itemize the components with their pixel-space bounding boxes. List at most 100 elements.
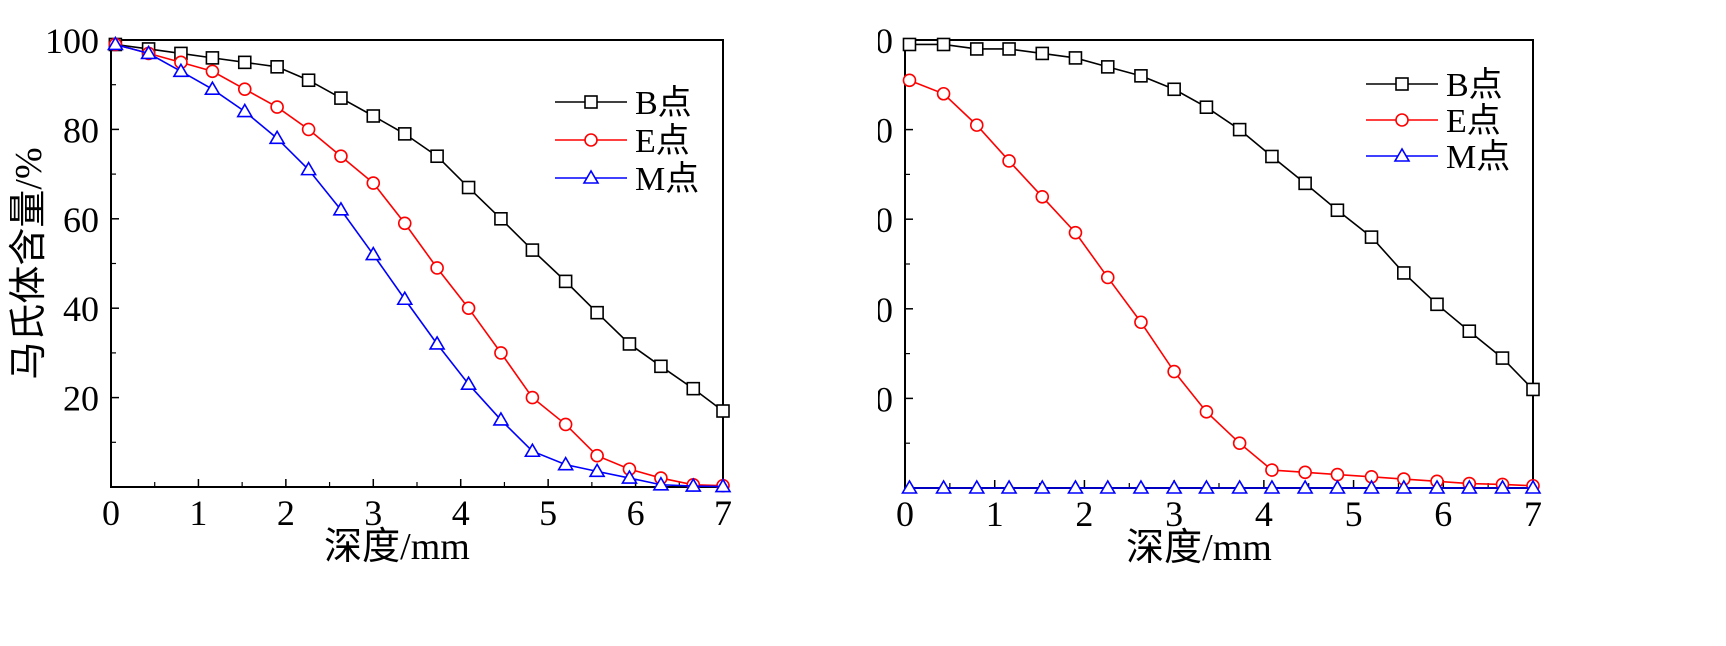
legend-marker	[1395, 113, 1409, 127]
data-point	[936, 86, 951, 101]
series-triangle	[106, 35, 732, 493]
data-point	[935, 479, 952, 494]
data-point	[1035, 46, 1050, 61]
series-circle	[108, 37, 730, 493]
data-point	[268, 129, 286, 145]
data-point	[686, 381, 701, 396]
data-point	[1462, 324, 1477, 339]
data-point	[301, 73, 316, 88]
data-point	[1068, 225, 1083, 240]
data-point	[1265, 463, 1279, 477]
data-point	[1002, 42, 1016, 56]
data-point	[1329, 479, 1346, 494]
data-point	[236, 102, 254, 118]
y-tick-label: 20	[63, 379, 99, 419]
data-point	[300, 161, 317, 176]
legend-marker	[584, 95, 598, 109]
data-point	[204, 80, 221, 95]
y-tick-label: 80	[63, 110, 99, 150]
data-point	[364, 245, 382, 261]
data-point	[461, 301, 476, 316]
data-point	[237, 82, 252, 96]
data-point	[714, 477, 732, 493]
x-tick-label: 3	[364, 493, 382, 533]
data-point	[558, 417, 573, 432]
data-point	[1494, 479, 1511, 494]
legend-label: M点	[635, 160, 699, 198]
y-axis: 20 40 60 80 100	[45, 21, 119, 443]
data-point	[494, 212, 508, 226]
data-point	[902, 73, 917, 88]
series-line	[909, 43, 1534, 390]
data-point	[1000, 479, 1018, 494]
data-point	[557, 456, 575, 471]
plot-frame	[110, 39, 724, 488]
data-point	[1033, 479, 1051, 494]
data-point	[1330, 203, 1345, 218]
data-point	[172, 62, 190, 78]
legend-marker	[582, 169, 600, 184]
legend-label: E点	[1446, 102, 1501, 140]
x-tick-label: 1	[986, 494, 1004, 534]
data-point	[1199, 405, 1214, 419]
data-point	[492, 411, 510, 426]
data-point	[969, 42, 984, 56]
series-circle	[902, 73, 1540, 493]
legend-label: B点	[635, 84, 692, 122]
x-tick-label: 2	[1075, 494, 1093, 534]
data-point	[460, 375, 477, 390]
data-point	[397, 127, 412, 141]
series-triangle	[901, 479, 1542, 494]
data-point	[901, 479, 918, 494]
data-point	[1165, 479, 1183, 494]
legend-label: B点	[1446, 66, 1503, 104]
x-tick-label: 4	[1255, 494, 1273, 534]
data-point	[1495, 351, 1510, 365]
y-tick-label: 100	[878, 21, 893, 61]
data-point	[237, 55, 252, 70]
data-point	[1265, 149, 1279, 164]
x-axis-title: 深度/mm	[324, 526, 470, 568]
data-point	[1002, 154, 1016, 168]
data-point	[461, 180, 476, 195]
data-point	[270, 100, 284, 114]
data-point	[140, 44, 157, 60]
y-axis-title: 马氏体含量/%	[8, 147, 50, 379]
x-axis: 0 1 2 3 4 5 6 7	[896, 480, 1542, 534]
x-tick-label: 5	[539, 493, 557, 533]
y-tick-label: 60	[878, 200, 893, 240]
x-tick-label: 0	[896, 494, 914, 534]
data-point	[396, 290, 414, 306]
data-point	[1526, 382, 1540, 397]
data-point	[654, 359, 668, 374]
series-line	[115, 43, 724, 412]
legend-label: M点	[1446, 138, 1510, 176]
x-tick-label: 7	[714, 493, 732, 533]
data-point	[1330, 467, 1345, 482]
data-point	[716, 404, 730, 418]
x-tick-label: 4	[452, 493, 470, 533]
x-tick-label: 5	[1345, 494, 1363, 534]
data-point	[430, 261, 444, 275]
data-point	[366, 109, 381, 123]
data-point	[525, 243, 540, 257]
data-point	[205, 64, 220, 79]
data-point	[1263, 479, 1281, 494]
data-point	[936, 37, 951, 52]
x-tick-label: 2	[277, 493, 295, 533]
data-point	[1167, 364, 1181, 379]
x-tick-label: 6	[627, 493, 645, 533]
data-point	[969, 118, 984, 132]
data-point	[1199, 100, 1214, 114]
data-point	[968, 479, 986, 494]
data-point	[1198, 479, 1215, 494]
x-tick-label: 7	[1524, 494, 1542, 534]
data-point	[332, 201, 350, 216]
data-point	[652, 476, 670, 491]
data-point	[558, 274, 573, 289]
data-point	[334, 91, 348, 105]
data-point	[1068, 51, 1083, 65]
data-point	[1296, 479, 1314, 494]
